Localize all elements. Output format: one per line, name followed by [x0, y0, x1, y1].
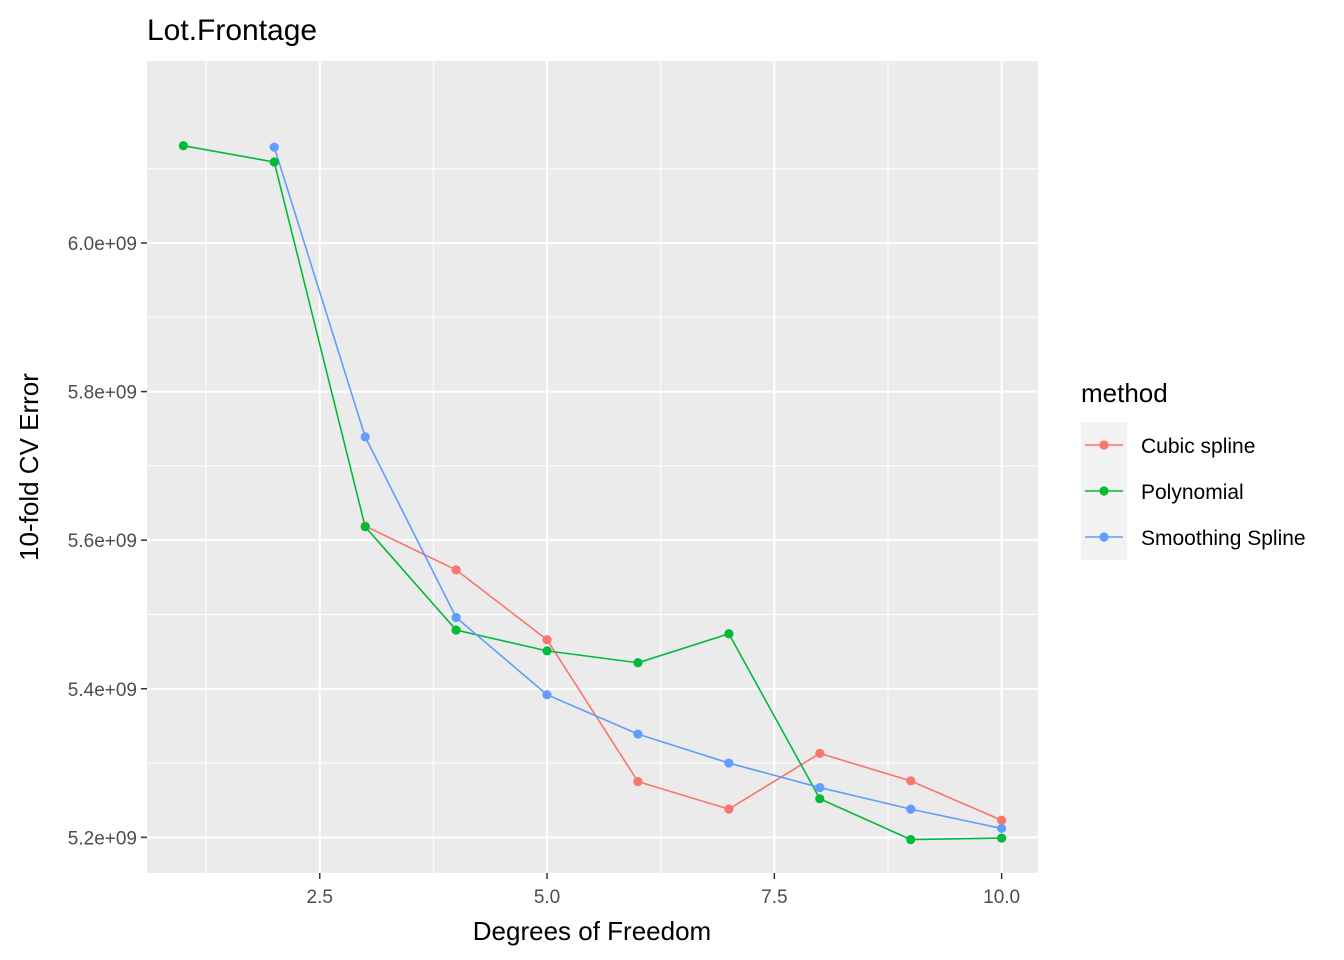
chart-title: Lot.Frontage [147, 14, 317, 47]
y-tick-label-0: 5.2e+09 [68, 828, 137, 849]
legend-label-1: Polynomial [1141, 481, 1244, 504]
data-point-0-1 [451, 565, 461, 575]
data-point-1-4 [542, 646, 552, 656]
data-point-2-4 [633, 729, 643, 739]
data-point-2-7 [906, 804, 916, 814]
grid-minor [147, 61, 1038, 873]
y-tick-label-2: 5.6e+09 [68, 531, 137, 552]
y-tick-label-3: 5.8e+09 [68, 383, 137, 404]
x-axis-title: Degrees of Freedom [473, 916, 711, 946]
data-point-0-6 [906, 776, 916, 786]
legend-label-0: Cubic spline [1141, 435, 1255, 458]
data-point-0-7 [997, 815, 1007, 825]
x-axis: 2.5 5.0 7.5 10.0 [307, 873, 1020, 908]
data-point-1-0 [178, 141, 188, 151]
series-points [178, 141, 1007, 845]
y-tick-label-1: 5.4e+09 [68, 680, 137, 701]
data-point-1-1 [269, 157, 279, 167]
series-line-0 [364, 525, 1002, 821]
data-point-2-3 [542, 690, 552, 700]
x-tick-label-0: 2.5 [307, 887, 333, 908]
series-line-1 [183, 144, 1002, 841]
grid-major [147, 61, 1038, 873]
data-point-1-6 [724, 629, 734, 639]
legend-title: method [1081, 378, 1168, 408]
data-point-2-8 [997, 823, 1007, 834]
y-axis-title: 10-fold CV Error [14, 373, 44, 561]
data-point-2-1 [360, 432, 370, 442]
legend-key-point-1 [1099, 486, 1109, 496]
data-point-1-7 [815, 794, 825, 804]
x-tick-label-3: 10.0 [983, 887, 1020, 908]
plot-panel [147, 61, 1038, 873]
y-axis: 5.2e+09 5.4e+09 5.6e+09 5.8e+09 6.0e+09 [68, 234, 147, 849]
y-tick-label-4: 6.0e+09 [68, 234, 137, 255]
data-point-1-3 [451, 625, 461, 635]
data-point-0-2 [542, 635, 552, 645]
legend-key-point-0 [1099, 440, 1109, 450]
data-point-0-5 [815, 748, 825, 758]
data-point-0-3 [633, 777, 643, 787]
data-point-2-0 [269, 142, 279, 152]
data-point-2-6 [815, 782, 825, 793]
data-point-1-5 [633, 658, 643, 668]
x-tick-label-1: 5.0 [534, 887, 560, 908]
data-point-0-4 [724, 804, 734, 814]
x-tick-label-2: 7.5 [761, 887, 787, 908]
data-point-2-5 [724, 758, 734, 768]
data-point-1-9 [997, 833, 1007, 843]
legend-key-point-2 [1099, 532, 1109, 542]
legend-label-2: Smoothing Spline [1141, 527, 1306, 550]
data-point-1-8 [906, 834, 916, 845]
data-point-1-2 [360, 522, 370, 532]
data-point-2-2 [451, 612, 461, 623]
legend: method Cubic spline Polynomial Smoothing S… [1081, 378, 1306, 560]
